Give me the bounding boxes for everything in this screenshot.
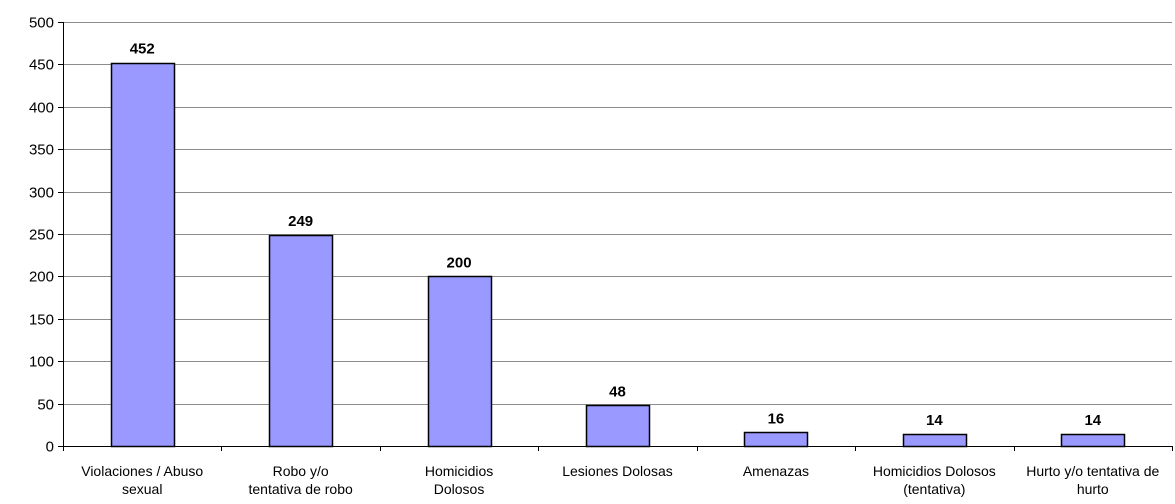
x-tick-label: hurto — [1077, 481, 1109, 497]
bar-value-label: 249 — [288, 213, 313, 230]
x-tick-label: Robo y/o — [273, 463, 329, 479]
y-tick-label: 100 — [29, 354, 54, 371]
x-tick-label: Amenazas — [743, 463, 809, 479]
x-tick-label: Dolosos — [434, 481, 485, 497]
bar — [427, 275, 493, 448]
category-labels: Violaciones / Abuso sexual Robo y/o tentati… — [81, 463, 1159, 497]
bar-value-label: 16 — [768, 410, 785, 427]
bar — [268, 234, 334, 448]
bar — [110, 62, 176, 448]
bar — [902, 433, 968, 448]
x-tick-label: tentativa de robo — [248, 481, 353, 497]
bar-value-label: 48 — [609, 383, 626, 400]
y-tick-label: 0 — [46, 439, 54, 456]
bars — [110, 62, 1126, 448]
x-tick-label: (tentativa) — [903, 481, 965, 497]
y-tick-label: 250 — [29, 227, 54, 244]
x-tick-label: Hurto y/o tentativa de — [1026, 463, 1159, 479]
y-tick-label: 450 — [29, 57, 54, 74]
x-tick-label: Lesiones Dolosas — [562, 463, 673, 479]
x-tick-label: Homicidios — [425, 463, 493, 479]
bar — [1060, 433, 1126, 448]
bar-value-label: 200 — [447, 254, 472, 271]
y-tick-label: 50 — [37, 397, 54, 414]
y-tick-label: 400 — [29, 100, 54, 117]
y-tick-label: 200 — [29, 269, 54, 286]
y-tick-label: 300 — [29, 185, 54, 202]
x-tick-label: Violaciones / Abuso — [81, 463, 203, 479]
bar — [585, 404, 651, 448]
bar-value-label: 14 — [926, 412, 943, 429]
y-tick-label: 150 — [29, 312, 54, 329]
y-tick-label: 500 — [29, 15, 54, 32]
data-labels: 452 249 200 48 16 14 14 — [130, 41, 1102, 429]
x-tick-label: Homicidios Dolosos — [873, 463, 996, 479]
bar-value-label: 14 — [1084, 412, 1101, 429]
bar — [743, 431, 809, 448]
gridlines — [63, 22, 1172, 405]
bar-value-label: 452 — [130, 41, 155, 58]
y-tick-label: 350 — [29, 142, 54, 159]
x-tick-label: sexual — [122, 481, 162, 497]
y-tick-labels: 0 50 100 150 200 250 300 350 400 450 500 — [29, 15, 54, 456]
